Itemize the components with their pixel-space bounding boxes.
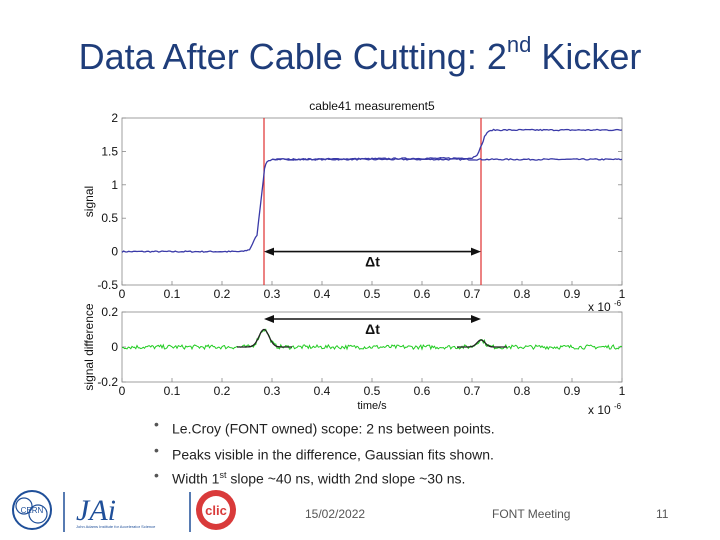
title-end: Kicker bbox=[531, 36, 642, 77]
x-multiplier-exponent: -6 bbox=[614, 402, 622, 411]
svg-text:JAi: JAi bbox=[76, 494, 116, 527]
x-tick-label: 0.4 bbox=[314, 287, 331, 301]
x-tick-label: 0.6 bbox=[414, 287, 431, 301]
x-tick-label: 0.4 bbox=[314, 384, 331, 398]
svg-text:John Adams Institute for Accel: John Adams Institute for Accelerator Sci… bbox=[76, 524, 156, 529]
x-tick-label: 0.1 bbox=[164, 287, 181, 301]
x-tick-label: 0.3 bbox=[264, 287, 281, 301]
x-axis-label: time/s bbox=[357, 400, 387, 412]
arrow-head-right bbox=[471, 315, 481, 323]
x-tick-label: 0.7 bbox=[464, 287, 481, 301]
arrow-head-left bbox=[264, 247, 274, 256]
x-tick-label: 0.8 bbox=[514, 287, 531, 301]
series-line bbox=[237, 328, 292, 348]
chart-1: 0 0.1 0.2 0.3 0.4 0.5 0.6 0.7 0.8 0.9 121.510.50-0… bbox=[82, 99, 626, 314]
chart-title: cable41 measurement5 bbox=[309, 99, 435, 113]
bullet-item: Le.Croy (FONT owned) scope: 2 ns between… bbox=[150, 414, 620, 440]
footer-page-number: 11 bbox=[656, 507, 669, 521]
x-tick-label: 0.5 bbox=[364, 287, 381, 301]
svg-text:CERN: CERN bbox=[21, 506, 44, 515]
chart-2: 0 0.1 0.2 0.3 0.4 0.5 0.6 0.7 0.8 0.9 10.20-0.2sig… bbox=[82, 303, 626, 417]
x-tick-label: 0.2 bbox=[214, 287, 231, 301]
series-line bbox=[121, 158, 623, 253]
arrow-head-left bbox=[264, 315, 274, 323]
footer-date: 15/02/2022 bbox=[305, 507, 366, 521]
y-axis-label: signal bbox=[82, 186, 96, 217]
x-tick-label: 0.7 bbox=[464, 384, 481, 398]
y-tick-label: 0.5 bbox=[101, 211, 118, 225]
svg-text:clic: clic bbox=[205, 503, 227, 518]
y-tick-label: -0.5 bbox=[97, 278, 118, 292]
y-tick-label: -0.2 bbox=[97, 375, 118, 389]
y-axis-label: signal difference bbox=[82, 303, 96, 390]
bullet-item: Peaks visible in the difference, Gaussia… bbox=[150, 440, 620, 466]
x-tick-label: 0 bbox=[119, 384, 126, 398]
delta-t-label: Δt bbox=[365, 254, 380, 270]
x-tick-label: 0 bbox=[119, 287, 126, 301]
y-tick-label: 0 bbox=[111, 245, 118, 259]
series-line bbox=[121, 328, 623, 351]
y-tick-label: 0.2 bbox=[101, 305, 118, 319]
y-tick-label: 1 bbox=[111, 178, 118, 192]
clic-logo: clic bbox=[192, 486, 240, 539]
y-tick-label: 1.5 bbox=[101, 144, 118, 158]
bullet-item: Width 1st slope ~40 ns, width 2nd slope … bbox=[150, 465, 620, 490]
x-tick-label: 0.2 bbox=[214, 384, 231, 398]
footer-meeting: FONT Meeting bbox=[492, 507, 571, 521]
title-main: Data After Cable Cutting: 2 bbox=[78, 36, 507, 77]
series-line bbox=[271, 128, 623, 161]
y-tick-label: 2 bbox=[111, 111, 118, 125]
jai-logo: JAi John Adams Institute for Accelerator… bbox=[62, 490, 192, 539]
x-tick-label: 0.9 bbox=[564, 384, 581, 398]
x-tick-label: 0.3 bbox=[264, 384, 281, 398]
x-tick-label: 1 bbox=[619, 384, 626, 398]
x-tick-label: 0.9 bbox=[564, 287, 581, 301]
x-tick-label: 0.6 bbox=[414, 384, 431, 398]
y-tick-label: 0 bbox=[111, 340, 118, 354]
bullet-list: Le.Croy (FONT owned) scope: 2 ns between… bbox=[150, 414, 620, 490]
x-multiplier-exponent: -6 bbox=[614, 299, 622, 308]
x-tick-label: 0.8 bbox=[514, 384, 531, 398]
arrow-head-right bbox=[471, 247, 481, 256]
x-multiplier: x 10 -6 bbox=[588, 299, 622, 314]
x-tick-label: 0.5 bbox=[364, 384, 381, 398]
cern-logo: CERN bbox=[8, 488, 56, 537]
x-tick-label: 0.1 bbox=[164, 384, 181, 398]
series-line bbox=[457, 339, 507, 348]
title-superscript: nd bbox=[506, 32, 532, 57]
slide-title: Data After Cable Cutting: 2nd Kicker bbox=[0, 32, 720, 78]
x-tick-label: 1 bbox=[619, 287, 626, 301]
delta-t-label: Δt bbox=[365, 321, 380, 337]
